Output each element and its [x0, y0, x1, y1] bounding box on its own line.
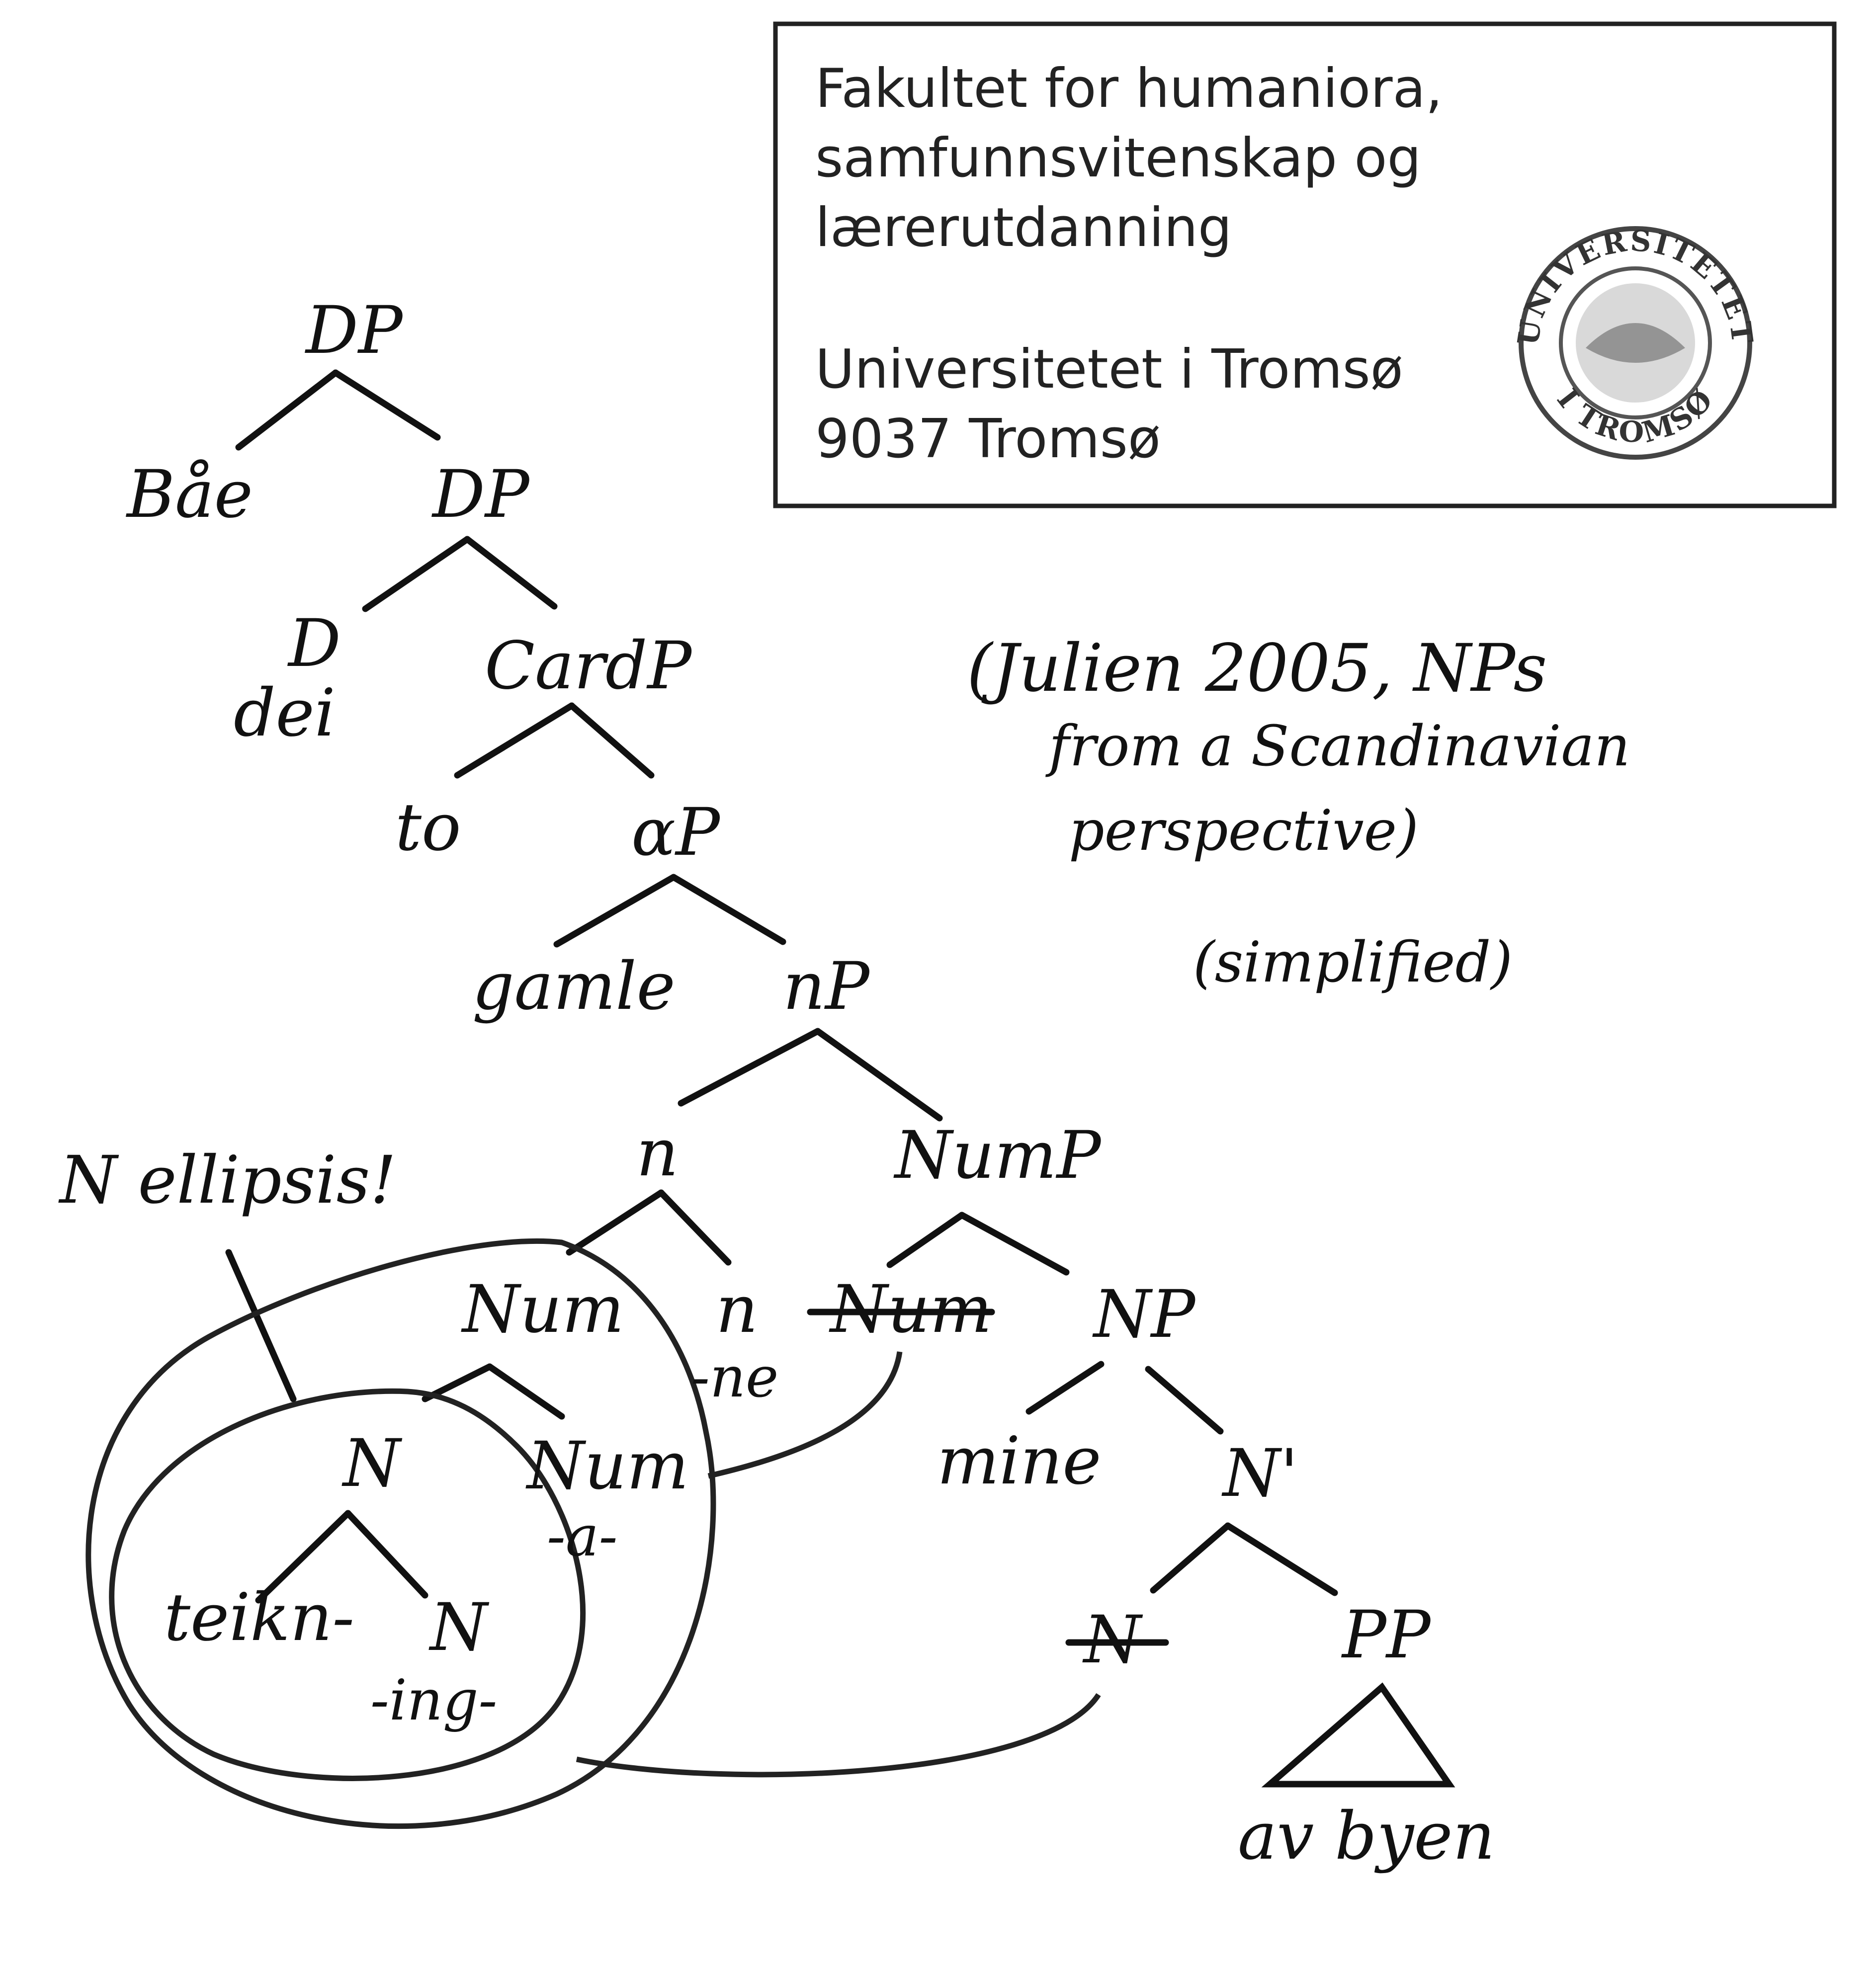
node-np-small: nP: [783, 948, 870, 1025]
node-dp: DP: [431, 456, 530, 533]
branch-nbar-pp: [1224, 1522, 1338, 1596]
num-ellipsis-link: [707, 1351, 903, 1479]
branch-cardp-alphap: [568, 702, 655, 779]
branch-n-num: [566, 1189, 665, 1256]
branch-nbar-n: [1150, 1522, 1231, 1594]
node-num-inner: Num: [525, 1428, 689, 1504]
branch-n-n: [344, 1510, 428, 1599]
node-nump: NumP: [893, 1117, 1102, 1194]
branch-np-nbar: [1145, 1366, 1224, 1435]
stamp-line-5: 9037 Tromsø: [815, 408, 1161, 470]
inner-ellipsis-circle: [109, 1388, 586, 1781]
stamp-line-3: lærerutdanning: [815, 197, 1232, 259]
branch-cardp-to: [454, 702, 575, 779]
leaf-ne: -ne: [691, 1345, 778, 1410]
stamp-line-1: Fakultet for humaniora,: [815, 58, 1443, 120]
stamp-frame: [773, 21, 1837, 508]
annotation-ellipsis: N ellipsis!: [58, 1142, 396, 1219]
ellipsis-markings: [85, 1238, 1101, 1829]
node-n-lower: n: [716, 1271, 758, 1348]
tree-branches: [225, 369, 1455, 1788]
branch-alphap-gamle: [553, 874, 677, 948]
node-np: NP: [1092, 1276, 1196, 1353]
leaf-to: to: [395, 789, 461, 866]
source-caption: (Julien 2005, NPs from a Scandinavian pe…: [967, 630, 1630, 995]
caption-line-2: from a Scandinavian: [1045, 714, 1630, 779]
leaf-mine: mine: [937, 1423, 1102, 1499]
branch-dp-d: [362, 536, 471, 612]
leaf-av-byen: av byen: [1238, 1798, 1495, 1875]
node-alphap: αP: [631, 794, 721, 871]
tree-nodes: DP Båe DP D dei CardP to αP gamle nP n N…: [58, 292, 1495, 1875]
outer-ellipsis-circle: [85, 1238, 716, 1829]
caption-line-1: (Julien 2005, NPs: [967, 630, 1547, 707]
leaf-bae: Båe: [126, 456, 253, 533]
branch-np-nump: [814, 1028, 943, 1122]
branch-dp-bae: [235, 369, 339, 451]
leaf-teikn: teikn-: [164, 1579, 354, 1656]
node-dp-root: DP: [305, 292, 404, 369]
pp-triangle: [1261, 1682, 1455, 1788]
node-n-head: n: [636, 1115, 679, 1191]
ellipsis-pointer-line: [225, 1249, 297, 1402]
node-cardp: CardP: [485, 628, 692, 704]
branch-alphap-np: [670, 874, 786, 945]
stamp-line-2: samfunnsvitenskap og: [815, 127, 1421, 189]
caption-line-3: perspective): [1069, 799, 1419, 863]
leaf-a-suffix: -a-: [547, 1504, 617, 1569]
stamp-line-4: Universitetet i Tromsø: [815, 338, 1403, 401]
n-ellipsis-link: [576, 1693, 1101, 1778]
caption-line-4: (simplified): [1193, 930, 1513, 995]
leaf-dei: dei: [234, 675, 336, 751]
branch-nump-num: [886, 1212, 965, 1268]
branch-n-n: [658, 1189, 732, 1266]
node-pp: PP: [1341, 1597, 1432, 1673]
branch-np-n: [678, 1028, 821, 1107]
leaf-ing: -ing-: [370, 1668, 497, 1733]
branch-nump-np: [958, 1212, 1070, 1276]
branch-n-teikn: [255, 1510, 351, 1604]
branch-np-mine: [1025, 1361, 1105, 1415]
branch-dp-dp: [332, 369, 441, 441]
university-seal: UNIVERSITETET I TROMSØ: [1511, 224, 1758, 460]
node-d: D: [287, 605, 341, 682]
institution-stamp: Fakultet for humaniora, samfunnsvitenska…: [773, 21, 1837, 508]
node-n-leaf: N: [428, 1589, 490, 1666]
node-n-bar: N': [1221, 1435, 1298, 1512]
node-n-inner: N: [341, 1425, 403, 1502]
branch-dp-cardp: [464, 536, 558, 610]
node-num: Num: [461, 1271, 624, 1348]
leaf-gamle: gamle: [472, 948, 676, 1025]
branch-num-num: [486, 1363, 565, 1420]
